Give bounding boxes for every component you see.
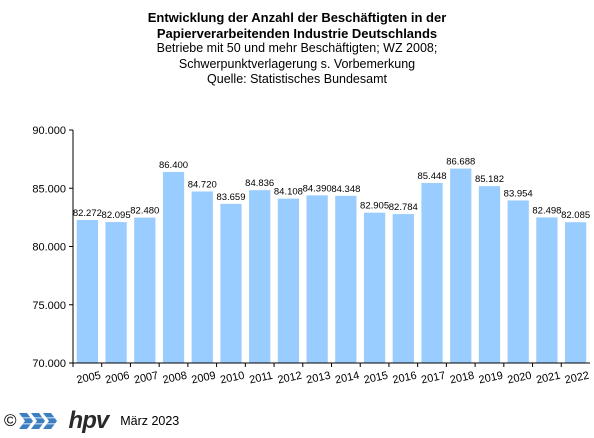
footer: © hpv März 2023 [4,407,180,434]
x-tick-label-2019: 2019 [478,370,504,387]
x-tick-label-2017: 2017 [420,370,446,387]
value-label-2013: 84.390 [303,183,332,194]
bars-layer [76,168,587,363]
bar-2006 [105,222,127,363]
bar-2013 [306,195,328,363]
bar-2008 [162,171,185,363]
bar-2022 [565,222,587,363]
bar-2005 [76,220,98,363]
x-tick-label-2011: 2011 [248,370,274,387]
x-tick-label-2015: 2015 [363,370,389,387]
x-tick-label-2009: 2009 [190,370,216,387]
y-tick-label: 90.000 [32,125,66,137]
bar-2016 [392,214,414,363]
value-label-2018: 86.688 [446,157,475,168]
chart-title-block: Entwicklung der Anzahl der Beschäftigten… [0,10,594,88]
bar-2014 [335,195,357,363]
hpv-logo-mark-icon [18,413,57,429]
value-label-2016: 82.784 [389,202,418,213]
x-tick-label-2006: 2006 [104,370,130,387]
bar-2011 [249,190,271,363]
bar-2015 [363,212,386,363]
axis-layer [69,129,590,367]
copyright-symbol: © [4,411,17,430]
value-label-2017: 85.448 [417,171,446,182]
chart-subtitle-line-1: Betriebe mit 50 und mehr Beschäftigten; … [156,41,438,55]
value-label-2008: 86.400 [159,160,188,171]
hpv-logo-text: hpv [68,407,110,434]
bar-2017 [421,183,443,363]
value-label-2019: 85.182 [475,174,504,185]
value-label-2021: 82.498 [532,205,561,216]
x-tick-label-2016: 2016 [391,370,417,387]
bar-2010 [220,203,242,363]
value-label-2014: 84.348 [331,184,360,195]
x-tick-label-2005: 2005 [76,370,102,387]
chart-title-line-1: Entwicklung der Anzahl der Beschäftigten… [147,10,447,25]
bar-2018 [450,168,472,363]
footer-date: März 2023 [120,414,180,428]
value-label-2007: 82.480 [130,206,159,217]
x-tick-label-2018: 2018 [449,370,475,387]
value-label-2010: 83.659 [216,192,245,203]
x-tick-label-2007: 2007 [133,370,159,387]
y-tick-label: 80.000 [32,242,66,254]
value-label-2022: 82.085 [561,210,590,221]
x-tick-label-2013: 2013 [305,370,331,387]
labels-layer: 82.272 2005 82.095 2006 82.480 2007 86.400 2008… [32,125,590,386]
value-label-2012: 84.108 [274,187,303,198]
bar-2009 [191,191,213,363]
y-tick-label: 70.000 [32,358,66,370]
chart-source: Quelle: Statistisches Bundesamt [207,72,387,86]
value-label-2005: 82.272 [73,208,102,219]
x-tick-label-2021: 2021 [535,370,561,387]
value-label-2011: 84.836 [245,178,274,189]
x-tick-label-2020: 2020 [506,370,532,387]
chart-title-line-2: Papierverarbeitenden Industrie Deutschla… [156,25,438,41]
bar-2012 [277,198,300,363]
value-label-2009: 84.720 [188,180,217,191]
x-tick-label-2010: 2010 [219,370,245,387]
value-label-2006: 82.095 [102,210,131,221]
value-label-2020: 83.954 [504,188,533,199]
x-tick-label-2012: 2012 [277,370,303,387]
bar-2021 [536,217,558,363]
bar-2007 [134,217,156,363]
bar-2019 [478,186,501,363]
x-tick-label-2022: 2022 [564,370,590,387]
y-tick-label: 85.000 [32,183,66,195]
x-tick-label-2008: 2008 [162,370,188,387]
value-label-2015: 82.905 [360,201,389,212]
chart-subtitle-line-2: Schwerpunktverlagerung s. Vorbemerkung [178,56,416,71]
x-tick-label-2014: 2014 [334,370,360,387]
y-tick-label: 75.000 [32,300,66,312]
bar-2020 [507,200,529,363]
